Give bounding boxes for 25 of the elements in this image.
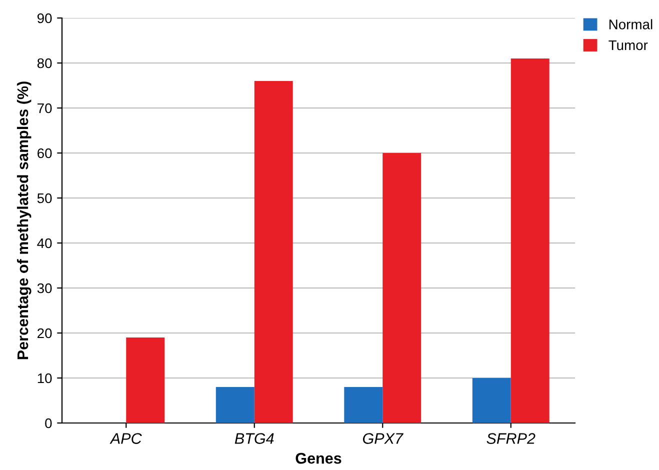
x-axis-title: Genes	[296, 452, 342, 464]
bar	[344, 387, 383, 423]
bar	[510, 58, 550, 423]
bar	[472, 378, 511, 423]
y-tick-label: 90	[37, 13, 52, 24]
y-tick-label: 40	[37, 238, 52, 248]
bar	[382, 153, 422, 423]
y-tick-label: 30	[37, 283, 52, 294]
y-tick-label: 10	[38, 373, 52, 384]
x-tick-label: BTG4	[234, 433, 274, 444]
y-tick-label: 60	[38, 148, 52, 158]
x-tick-label: GPX7	[363, 433, 404, 444]
y-axis-title: Percentage of methylated samples (%)	[16, 82, 32, 360]
legend-label: Normal	[609, 19, 652, 30]
bar	[126, 338, 165, 423]
bar	[254, 81, 293, 423]
x-tick-label: APC	[110, 433, 142, 444]
legend-label: Tumor	[608, 40, 648, 50]
bar	[216, 387, 254, 423]
x-tick-label: SFRP2	[486, 433, 536, 444]
y-tick-label: 0	[45, 418, 52, 428]
y-tick-label: 20	[38, 328, 52, 338]
y-tick-label: 50	[37, 193, 52, 204]
y-tick-label: 80	[37, 58, 52, 68]
y-tick-label: 70	[38, 103, 52, 114]
